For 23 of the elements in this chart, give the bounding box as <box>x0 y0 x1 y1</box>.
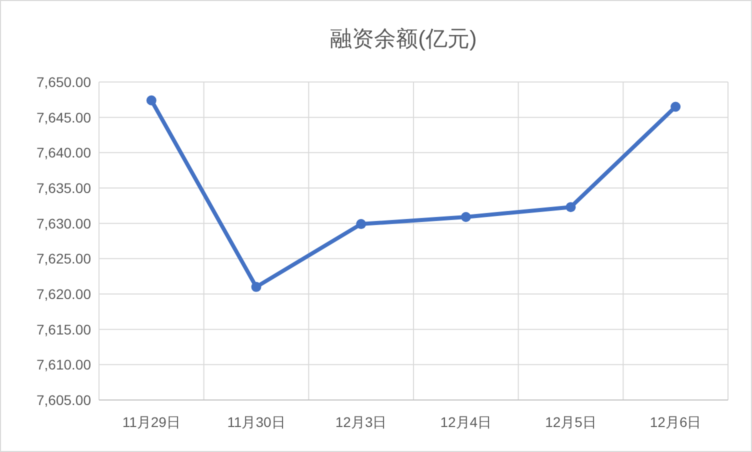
point <box>356 219 366 230</box>
y-tick-label: 7,610.00 <box>36 356 92 373</box>
chart-title: 融资余额(亿元) <box>330 26 477 51</box>
y-tick-label: 7,640.00 <box>36 144 92 161</box>
point <box>251 282 262 292</box>
y-tick-label: 7,635.00 <box>36 180 92 196</box>
y-tick-label: 7,615.00 <box>36 321 92 338</box>
point <box>566 202 576 212</box>
y-tick-label: 7,605.00 <box>36 392 92 408</box>
y-tick-label: 7,645.00 <box>36 109 92 126</box>
y-tick-label: 7,625.00 <box>36 250 92 267</box>
point <box>670 102 681 112</box>
point <box>460 212 471 222</box>
y-tick-label: 7,630.00 <box>36 215 92 232</box>
x-tick-label: 12月6日 <box>650 414 702 430</box>
y-tick-label: 7,620.00 <box>36 286 92 302</box>
x-tick-label: 12月5日 <box>545 414 596 430</box>
x-tick-label: 11月29日 <box>122 414 180 430</box>
x-tick-label: 12月3日 <box>335 414 387 430</box>
x-tick-label: 12月4日 <box>440 414 492 430</box>
y-tick-label: 7,650.00 <box>36 74 92 90</box>
point <box>146 95 156 106</box>
x-tick-label: 11月30日 <box>227 414 286 430</box>
